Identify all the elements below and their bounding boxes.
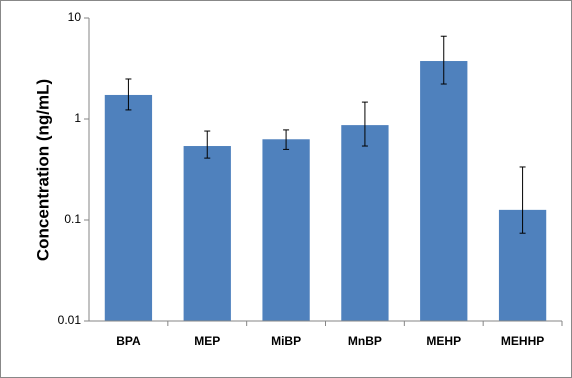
x-tick-label: MEHP [426,334,461,348]
x-tick-label: MEHHP [501,334,544,348]
y-axis-title: Concentration (ng/mL) [33,79,52,261]
bar [104,94,153,322]
y-tick-label: 1 [74,111,81,125]
x-tick-label: MiBP [271,334,301,348]
y-tick-label: 0.1 [64,212,81,226]
bar [341,125,389,322]
y-tick-label: 0.01 [58,313,82,327]
bar [420,61,468,322]
x-tick-label: BPA [116,334,141,348]
x-tick-label: MnBP [348,334,382,348]
bar [262,139,310,321]
x-tick-label: MEP [194,334,220,348]
bar [183,146,231,321]
y-tick-label: 10 [68,10,82,24]
